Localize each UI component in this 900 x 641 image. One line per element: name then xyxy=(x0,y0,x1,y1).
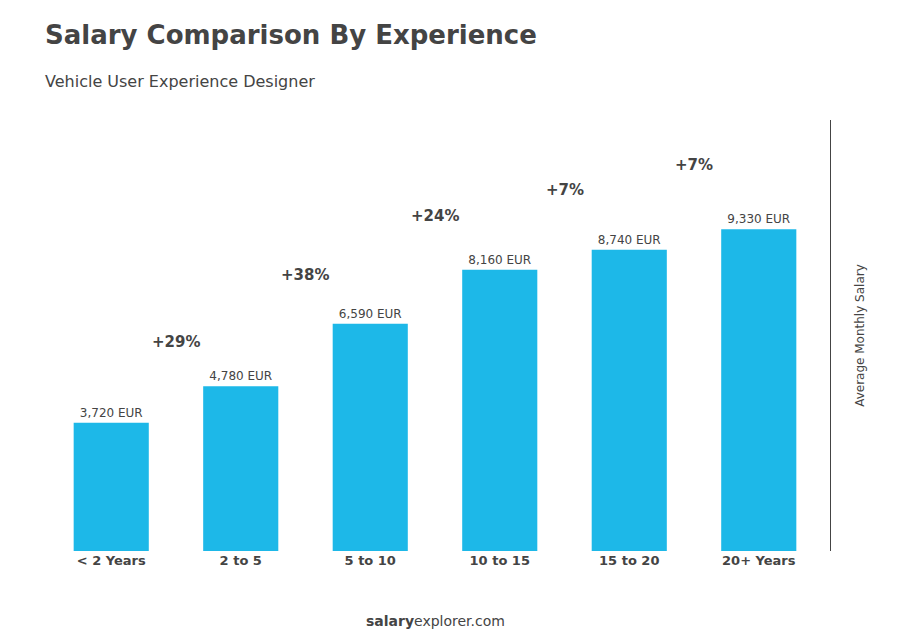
svg-text:2 to 5: 2 to 5 xyxy=(220,553,262,568)
svg-text:salaryexplorer.com: salaryexplorer.com xyxy=(366,613,505,629)
svg-text:Vehicle User Experience Design: Vehicle User Experience Designer xyxy=(45,72,315,91)
svg-text:8,740 EUR: 8,740 EUR xyxy=(598,233,661,247)
svg-text:4,780 EUR: 4,780 EUR xyxy=(209,369,272,383)
svg-text:15 to 20: 15 to 20 xyxy=(599,553,659,568)
svg-text:20+ Years: 20+ Years xyxy=(722,553,796,568)
svg-text:Salary Comparison By Experienc: Salary Comparison By Experience xyxy=(45,20,537,50)
svg-text:6,590 EUR: 6,590 EUR xyxy=(339,307,402,321)
svg-text:+38%: +38% xyxy=(281,266,329,284)
svg-text:+7%: +7% xyxy=(546,181,584,199)
svg-text:+29%: +29% xyxy=(152,333,200,351)
svg-text:5 to 10: 5 to 10 xyxy=(345,553,396,568)
svg-text:10 to 15: 10 to 15 xyxy=(470,553,530,568)
svg-text:3,720 EUR: 3,720 EUR xyxy=(80,406,143,420)
svg-text:+7%: +7% xyxy=(675,156,713,174)
svg-text:Average Monthly Salary: Average Monthly Salary xyxy=(853,264,867,407)
svg-text:9,330 EUR: 9,330 EUR xyxy=(727,212,790,226)
svg-text:+24%: +24% xyxy=(411,207,459,225)
svg-text:8,160 EUR: 8,160 EUR xyxy=(468,253,531,267)
svg-text:< 2 Years: < 2 Years xyxy=(77,553,146,568)
